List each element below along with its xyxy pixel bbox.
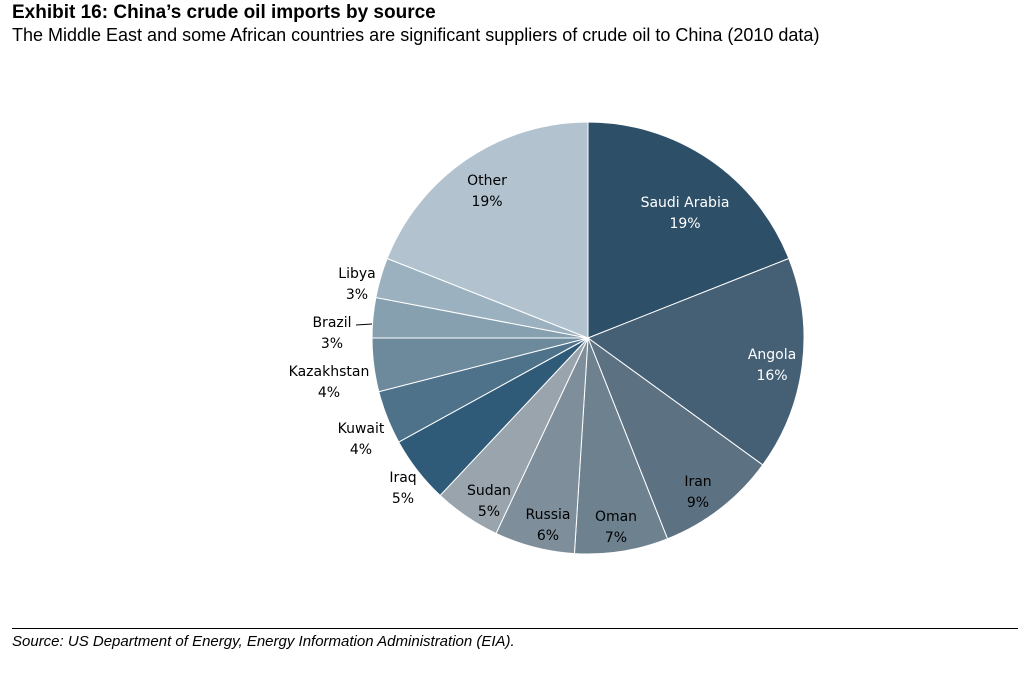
slice-value-libya: 3% (346, 287, 368, 303)
exhibit-subtitle: The Middle East and some African countri… (12, 25, 820, 45)
slice-labels: Saudi Arabia 19% Angola 16% Iran 9% Oman 7% Russ… (289, 173, 797, 546)
slice-value-russia: 6% (537, 528, 559, 544)
slice-value-iraq: 5% (392, 491, 414, 507)
slice-value-brazil: 3% (321, 336, 343, 352)
pie-slice-other (386, 121, 589, 339)
slice-name-brazil: Brazil (312, 315, 351, 331)
slice-label-kuwait: Kuwait 4% (338, 421, 385, 458)
slice-value-other: 19% (471, 194, 502, 210)
slice-label-sudan: Sudan 5% (467, 483, 511, 520)
slice-label-saudi-arabia: Saudi Arabia 19% (641, 195, 730, 232)
slice-label-iraq: Iraq 5% (389, 470, 416, 507)
leader-line-brazil (355, 323, 373, 326)
leader-lines (355, 323, 373, 326)
pie-slices (371, 121, 805, 555)
slice-label-libya: Libya 3% (338, 266, 375, 303)
slice-value-kazakhstan: 4% (318, 385, 340, 401)
slice-label-russia: Russia 6% (525, 507, 570, 544)
slice-name-oman: Oman (595, 509, 637, 525)
slice-name-kuwait: Kuwait (338, 421, 385, 437)
source-note: Source: US Department of Energy, Energy … (12, 633, 515, 650)
slice-label-kazakhstan: Kazakhstan 4% (289, 364, 370, 401)
slice-name-kazakhstan: Kazakhstan (289, 364, 370, 380)
slice-name-iraq: Iraq (389, 470, 416, 486)
slice-label-brazil: Brazil 3% (312, 315, 351, 352)
pie-slice-angola (586, 257, 805, 466)
exhibit-title: Exhibit 16: China’s crude oil imports by… (12, 2, 436, 23)
slice-value-oman: 7% (605, 530, 627, 546)
slice-name-other: Other (467, 173, 507, 189)
pie-slice-saudi-arabia (587, 121, 790, 339)
slice-label-other: Other 19% (467, 173, 507, 210)
slice-value-iran: 9% (687, 495, 709, 511)
slice-label-angola: Angola 16% (748, 347, 796, 384)
slice-name-iran: Iran (684, 474, 711, 490)
slice-name-russia: Russia (525, 507, 570, 523)
slice-name-saudi-arabia: Saudi Arabia (641, 195, 730, 211)
slice-name-angola: Angola (748, 347, 796, 363)
slice-value-sudan: 5% (478, 504, 500, 520)
source-divider (12, 628, 1018, 629)
slice-value-kuwait: 4% (350, 442, 372, 458)
slice-value-angola: 16% (756, 368, 787, 384)
slice-value-saudi-arabia: 19% (669, 216, 700, 232)
slice-name-libya: Libya (338, 266, 375, 282)
slice-label-oman: Oman 7% (595, 509, 637, 546)
slice-label-iran: Iran 9% (684, 474, 711, 511)
pie-slice-iran (586, 336, 764, 540)
slice-name-sudan: Sudan (467, 483, 511, 499)
